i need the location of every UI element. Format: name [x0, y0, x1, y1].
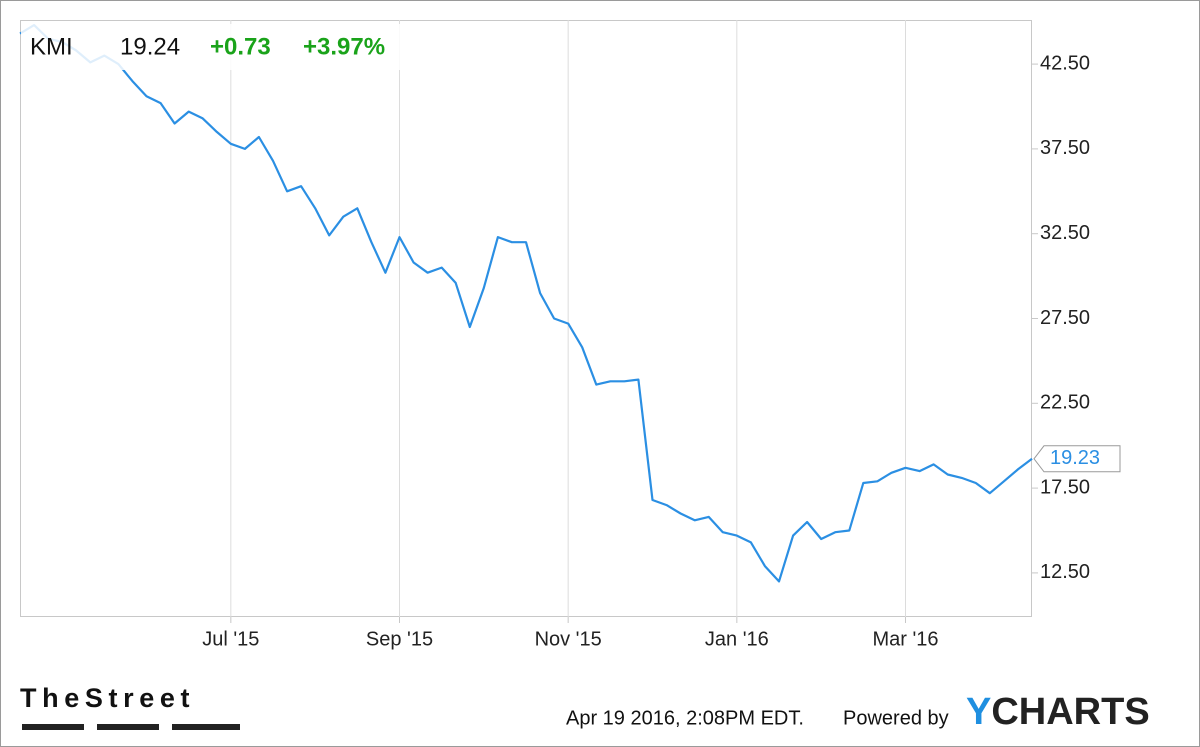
y-tick-label: 37.50 [1040, 137, 1090, 159]
y-tick-label: 17.50 [1040, 476, 1090, 498]
y-tick-label: 32.50 [1040, 222, 1090, 244]
last-value-flag [1033, 445, 1121, 473]
timestamp: Apr 19 2016, 2:08PM EDT. [566, 707, 804, 729]
logo-bar [97, 724, 159, 730]
x-tick-label: Nov '15 [535, 628, 602, 650]
powered-by: Powered by [843, 707, 949, 729]
y-tick-label: 22.50 [1040, 392, 1090, 414]
price-line [19, 24, 1033, 583]
logo-bar [172, 724, 240, 730]
header-box [21, 24, 429, 70]
y-tick-label: 42.50 [1040, 52, 1090, 74]
lines [19, 24, 1033, 583]
brand-logo: YCHARTS [966, 691, 1150, 733]
grid [230, 20, 906, 617]
x-tick-label: Mar '16 [872, 628, 938, 650]
x-tick-label: Sep '15 [366, 628, 433, 650]
ticker: KMI [30, 33, 73, 60]
y-tick-label: 27.50 [1040, 307, 1090, 329]
price: 19.24 [120, 33, 180, 60]
y-axis: 12.50 17.50 22.50 27.50 32.50 37.50 42.50 19.23 [1032, 52, 1121, 583]
change: +0.73 [210, 33, 271, 60]
change-pct: +3.97% [303, 33, 385, 60]
x-tick-label: Jul '15 [202, 628, 259, 650]
logo-bar [22, 724, 84, 730]
x-axis: Jul '15 Sep '15 Nov '15 Jan '16 Mar '16 [202, 617, 939, 650]
last-value-label: 19.23 [1050, 447, 1100, 469]
y-tick-label: 12.50 [1040, 561, 1090, 583]
plot-area [20, 20, 1032, 617]
x-tick-label: Jan '16 [705, 628, 769, 650]
